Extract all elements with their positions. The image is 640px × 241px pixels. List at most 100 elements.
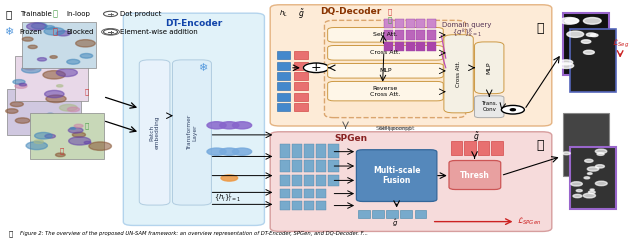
Circle shape	[45, 134, 56, 138]
FancyBboxPatch shape	[449, 161, 500, 189]
FancyBboxPatch shape	[324, 20, 466, 118]
Bar	[384, 19, 393, 28]
Circle shape	[68, 127, 83, 133]
Text: +: +	[311, 61, 321, 74]
Circle shape	[56, 69, 77, 77]
Bar	[276, 82, 290, 90]
Circle shape	[576, 189, 582, 192]
Text: Multi-scale
Fusion: Multi-scale Fusion	[373, 166, 420, 185]
Bar	[563, 13, 609, 75]
Text: 🔥: 🔥	[536, 22, 544, 35]
Circle shape	[303, 63, 329, 73]
Bar	[292, 175, 302, 186]
Bar	[304, 201, 314, 210]
Circle shape	[73, 59, 89, 65]
Circle shape	[26, 142, 47, 150]
Bar	[328, 175, 339, 186]
Bar	[280, 189, 290, 198]
Circle shape	[104, 29, 118, 34]
Text: Domain query: Domain query	[442, 22, 492, 28]
Circle shape	[44, 27, 65, 35]
Circle shape	[595, 149, 607, 154]
Text: Patch
embedding: Patch embedding	[149, 116, 160, 149]
Circle shape	[563, 152, 570, 155]
Text: Blocked: Blocked	[67, 29, 94, 35]
Circle shape	[72, 132, 86, 137]
Text: Frozen: Frozen	[20, 29, 43, 35]
Bar	[292, 144, 302, 158]
Text: ❄: ❄	[198, 63, 208, 73]
Circle shape	[220, 148, 239, 155]
Circle shape	[567, 31, 584, 37]
Bar	[395, 30, 404, 40]
Circle shape	[588, 167, 599, 171]
Text: Self-prompt: Self-prompt	[375, 126, 412, 131]
Text: MLP: MLP	[487, 61, 492, 74]
Text: Element-wise addition: Element-wise addition	[120, 29, 198, 35]
Bar	[570, 29, 616, 92]
Text: Thresh: Thresh	[460, 171, 490, 180]
Circle shape	[584, 18, 601, 24]
Bar	[316, 160, 326, 172]
Bar	[372, 210, 384, 218]
Circle shape	[28, 45, 37, 49]
Bar	[358, 210, 370, 218]
Text: Self-prompt: Self-prompt	[378, 126, 415, 131]
Bar	[292, 189, 302, 198]
Bar	[406, 30, 415, 40]
Circle shape	[588, 191, 595, 194]
Circle shape	[56, 153, 65, 157]
Circle shape	[33, 54, 54, 62]
Circle shape	[76, 40, 95, 47]
Bar	[294, 72, 308, 80]
Text: $\{h_l\}_{l=1}^L$: $\{h_l\}_{l=1}^L$	[214, 192, 241, 205]
Circle shape	[70, 127, 76, 129]
Circle shape	[560, 18, 578, 24]
Text: 🔒: 🔒	[52, 27, 58, 36]
Circle shape	[19, 83, 26, 86]
Bar	[292, 201, 302, 210]
Text: MLP: MLP	[380, 68, 392, 73]
Circle shape	[74, 124, 83, 127]
Text: 🔓: 🔓	[388, 17, 392, 23]
Circle shape	[584, 177, 589, 179]
FancyBboxPatch shape	[474, 96, 504, 118]
FancyBboxPatch shape	[173, 60, 211, 205]
Circle shape	[232, 148, 252, 155]
FancyBboxPatch shape	[356, 150, 437, 201]
Bar	[316, 144, 326, 158]
Bar	[304, 160, 314, 172]
FancyBboxPatch shape	[474, 42, 504, 94]
Bar	[276, 72, 290, 80]
Bar	[395, 42, 404, 51]
Bar	[294, 82, 308, 90]
Bar	[428, 19, 436, 28]
Text: 🔥: 🔥	[8, 230, 12, 237]
Bar	[415, 210, 426, 218]
Text: Transformer
Layer: Transformer Layer	[186, 115, 197, 150]
Bar	[406, 42, 415, 51]
Circle shape	[232, 122, 252, 129]
Circle shape	[31, 23, 47, 29]
Bar	[294, 103, 308, 111]
FancyBboxPatch shape	[140, 60, 170, 205]
Circle shape	[67, 107, 79, 112]
Bar	[294, 62, 308, 70]
Bar	[276, 93, 290, 100]
Bar	[280, 201, 290, 210]
Text: 🔓: 🔓	[52, 9, 58, 18]
Circle shape	[207, 148, 226, 155]
Bar	[276, 103, 290, 111]
Bar	[417, 19, 426, 28]
FancyBboxPatch shape	[270, 5, 552, 126]
Text: Cross Att.: Cross Att.	[371, 50, 401, 55]
Circle shape	[559, 63, 573, 68]
Text: $\mathcal{L}_{SPGen}$: $\mathcal{L}_{SPGen}$	[516, 216, 541, 227]
Circle shape	[220, 122, 239, 129]
Bar	[7, 89, 81, 135]
FancyBboxPatch shape	[270, 132, 552, 231]
Text: 🔒: 🔒	[388, 8, 392, 15]
Text: Self Att.: Self Att.	[373, 32, 398, 37]
Bar	[316, 201, 326, 210]
Bar	[328, 144, 339, 158]
